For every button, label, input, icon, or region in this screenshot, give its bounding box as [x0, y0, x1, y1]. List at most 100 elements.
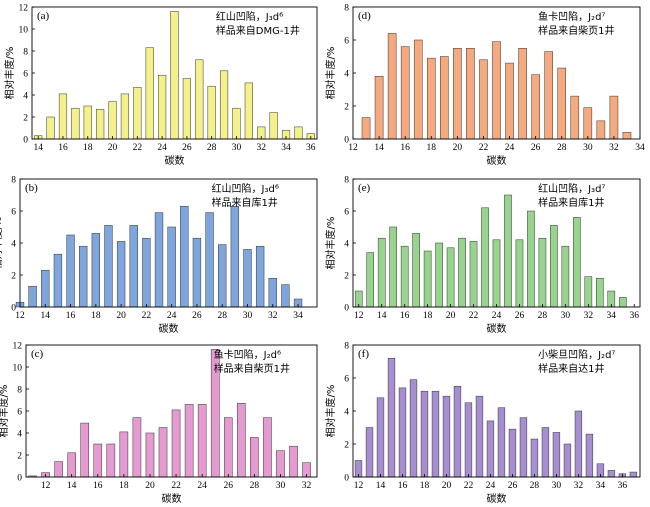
bar — [518, 48, 527, 140]
bar — [527, 210, 535, 308]
annotation-line: 红山凹陷，J₃d⁷ — [538, 182, 605, 195]
panel-b: 12 14 16 18 20 22 24 26 28 30 32 3402468碳数相对丰度/%(b)… — [0, 175, 318, 335]
bar — [622, 132, 632, 140]
x-tick-label: 30 — [243, 311, 253, 321]
x-tick-label: 32 — [302, 481, 312, 491]
bar — [618, 297, 627, 308]
panel-c: 12 14 16 18 20 22 24 26 28 30 32024681012碳数相对丰度/%(… — [0, 341, 318, 505]
bar — [377, 237, 386, 308]
bar — [158, 74, 167, 140]
x-tick-label: 14 — [67, 481, 77, 491]
x-tick-label: 34 — [635, 143, 645, 153]
bar — [361, 117, 371, 140]
bar — [420, 390, 429, 478]
bar — [142, 237, 151, 308]
bar — [479, 59, 488, 140]
x-tick-label: 14 — [377, 311, 387, 321]
bar — [269, 112, 278, 140]
y-tick-label: 4 — [11, 239, 16, 249]
bar — [515, 239, 524, 308]
x-tick-label: 22 — [469, 311, 479, 321]
bar — [132, 417, 142, 478]
bar — [58, 93, 68, 140]
bar — [550, 225, 558, 308]
bar — [237, 403, 246, 478]
x-tick-label: 32 — [609, 143, 619, 153]
bar — [531, 74, 540, 140]
bar — [609, 95, 619, 140]
x-tick-label: 12 — [354, 311, 364, 321]
y-tick-label: 6 — [23, 69, 28, 79]
bar — [192, 237, 202, 308]
bar — [505, 62, 514, 140]
y-tick-label: 2 — [344, 102, 349, 112]
bar — [446, 247, 455, 308]
x-tick-label: 16 — [58, 143, 68, 153]
bar — [71, 107, 80, 140]
bar — [453, 386, 462, 478]
x-tick-label: 12 — [15, 311, 25, 321]
bar — [475, 395, 484, 478]
bar — [423, 250, 432, 308]
x-tick-label: 26 — [182, 143, 192, 153]
bar — [129, 225, 138, 308]
bar — [170, 11, 179, 140]
panel-label: (b) — [25, 182, 38, 194]
y-tick-label: 0 — [17, 473, 22, 483]
y-tick-label: 12 — [13, 341, 23, 351]
y-tick-label: 8 — [344, 3, 349, 13]
bar — [584, 276, 593, 308]
bar — [519, 417, 528, 478]
bar — [28, 285, 37, 308]
x-tick-label: 22 — [171, 481, 181, 491]
bar — [223, 417, 233, 478]
bar — [171, 409, 181, 478]
bar — [409, 379, 418, 478]
x-tick-label: 26 — [192, 311, 202, 321]
y-tick-label: 4 — [344, 239, 349, 249]
x-tick-label: 32 — [256, 143, 266, 153]
x-tick-label: 24 — [505, 143, 515, 153]
bar — [218, 244, 227, 308]
bar — [195, 59, 204, 140]
bar — [53, 253, 63, 308]
bar — [41, 269, 50, 308]
panel-a: 14 16 18 20 22 24 26 28 30 32 34 36024681012碳数相对丰度/… — [3, 3, 318, 167]
x-tick-label: 36 — [618, 481, 628, 491]
y-tick-label: 0 — [11, 303, 16, 313]
x-tick-label: 18 — [119, 481, 129, 491]
bar — [374, 76, 384, 140]
y-tick-label: 4 — [344, 69, 349, 79]
bar — [119, 431, 129, 478]
bar — [583, 107, 593, 140]
bar — [244, 82, 253, 140]
bar — [197, 404, 207, 478]
y-axis-label: 相对丰度/% — [324, 385, 337, 438]
x-tick-label: 12 — [41, 481, 51, 491]
y-tick-label: 0 — [344, 473, 349, 483]
bar — [596, 277, 604, 308]
x-tick-label: 22 — [142, 311, 152, 321]
bar — [182, 78, 191, 140]
bar — [154, 212, 164, 308]
bar — [508, 428, 517, 478]
bar — [486, 420, 495, 478]
annotation-line: 鱼卡凹陷，J₂d⁷ — [538, 10, 605, 23]
y-tick-label: 10 — [13, 363, 23, 373]
x-tick-label: 16 — [93, 481, 103, 491]
x-tick-label: 22 — [133, 143, 143, 153]
x-tick-label: 20 — [442, 481, 452, 491]
x-tick-label: 34 — [596, 481, 606, 491]
y-tick-label: 8 — [23, 47, 28, 57]
panel-e: 12 14 16 18 20 22 24 26 28 30 32 34 3602468碳数相对丰度/%(… — [324, 175, 641, 335]
bar — [585, 433, 594, 478]
bar — [255, 245, 265, 308]
bar — [442, 395, 451, 478]
x-tick-label: 22 — [479, 143, 489, 153]
x-tick-label: 32 — [574, 481, 584, 491]
x-tick-label: 20 — [116, 311, 126, 321]
bar — [250, 437, 259, 478]
bar — [435, 242, 443, 308]
bar — [413, 39, 423, 140]
